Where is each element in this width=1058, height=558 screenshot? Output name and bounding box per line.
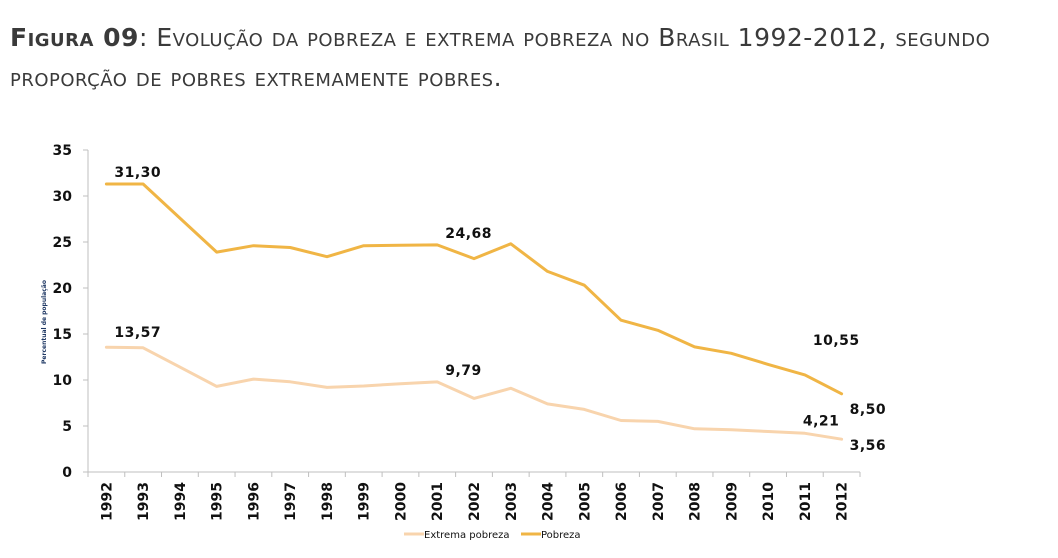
- y-tick-label: 25: [53, 235, 72, 251]
- x-tick-label: 2007: [651, 482, 667, 521]
- data-label: 24,68: [445, 226, 492, 242]
- x-tick-label: 2004: [541, 482, 557, 521]
- data-labels: 31,30 24,68 10,55 8,50 13,57 9,79 4,21 3,56: [114, 165, 887, 454]
- x-tick-label: 2009: [724, 482, 740, 521]
- series-line: [104, 182, 844, 396]
- y-tick-label: 0: [62, 465, 72, 481]
- y-tick-label: 5: [62, 419, 72, 435]
- data-label: 10,55: [813, 333, 860, 349]
- x-tick-label: 1994: [173, 482, 189, 521]
- data-label: 31,30: [114, 165, 161, 181]
- data-label: 3,56: [850, 438, 887, 454]
- x-tick-label: 1999: [357, 482, 373, 521]
- x-tick-label: 1995: [210, 482, 226, 521]
- legend-label: Extrema pobreza: [424, 530, 509, 541]
- figure-caption: : Evolução da pobreza e extrema pobreza …: [10, 23, 991, 92]
- x-tick-label: 2008: [688, 482, 704, 521]
- y-tick-label: 30: [53, 189, 73, 205]
- x-tick-label: 1996: [246, 482, 262, 521]
- legend-label: Pobreza: [541, 530, 581, 541]
- x-tick-label: 2011: [798, 482, 814, 521]
- y-tick-label: 10: [53, 373, 73, 389]
- series-lines: [104, 182, 844, 441]
- data-label: 8,50: [850, 402, 887, 418]
- y-tick-label: 15: [53, 327, 72, 343]
- x-tick-label: 2002: [467, 482, 483, 521]
- series-line: [104, 345, 844, 441]
- x-tick-label: 1992: [99, 482, 115, 521]
- x-tick-label: 2010: [761, 482, 777, 521]
- legend: Extrema pobreza Pobreza: [404, 530, 581, 541]
- data-label: 4,21: [803, 413, 840, 429]
- x-tick-label: 1997: [283, 482, 299, 521]
- x-tick-label: 2003: [504, 482, 520, 521]
- figure-title: Figura 09: Evolução da pobreza e extrema…: [10, 18, 1040, 98]
- x-tick-label: 2000: [393, 482, 409, 521]
- figure-number: Figura 09: [10, 23, 139, 52]
- axes: 0 5 10 15 20 25 30 35 1992 1993 1994 1995 1996 1997 19…: [41, 143, 861, 521]
- data-label: 13,57: [114, 325, 161, 341]
- x-tick-label: 2001: [430, 482, 446, 521]
- x-tick-label: 1998: [320, 482, 336, 521]
- y-tick-label: 20: [53, 281, 73, 297]
- x-tick-label: 1993: [136, 482, 152, 521]
- y-tick-label: 35: [53, 143, 72, 159]
- data-label: 9,79: [445, 363, 482, 379]
- x-tick-label: 2006: [614, 482, 630, 521]
- x-tick-label: 2012: [835, 482, 851, 521]
- y-axis-label: Percentual de população: [41, 280, 48, 364]
- x-tick-label: 2005: [577, 482, 593, 521]
